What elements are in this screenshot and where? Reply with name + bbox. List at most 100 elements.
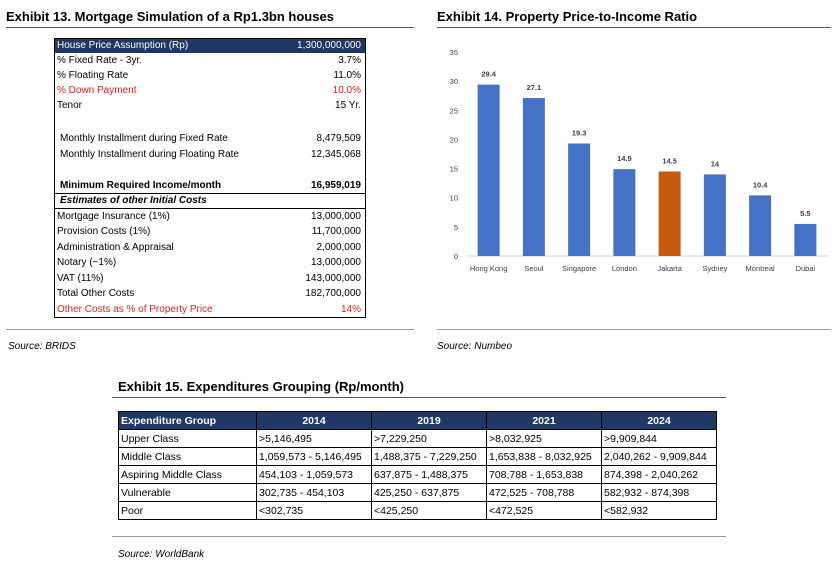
min-income-underline (55, 193, 365, 194)
row-value: 10.0% (332, 85, 361, 96)
data-label: 5.5 (800, 209, 810, 218)
row-label: Total Other Costs (57, 288, 135, 299)
cell: 2,040,262 - 9,909,844 (601, 447, 717, 466)
exhibit13-source: Source: BRIDS (8, 341, 76, 352)
cell: <472,525 (486, 501, 602, 520)
data-label: 14 (711, 159, 720, 168)
row-label: VAT (11%) (57, 273, 104, 284)
y-tick-label: 30 (450, 77, 458, 86)
exhibit15-bottom-rule (112, 536, 726, 537)
row-value: 1,300,000,000 (297, 40, 361, 51)
row-value: 16,959,019 (310, 180, 361, 191)
row-value: 14% (340, 304, 361, 315)
table-row: Middle Class 1,059,573 - 5,146,495 1,488… (118, 447, 717, 466)
bar-dubai (794, 223, 817, 256)
row-label: Estimates of other Initial Costs (60, 195, 207, 206)
exhibit14-top-rule (437, 27, 831, 28)
y-tick-label: 35 (450, 48, 458, 57)
exhibit14-bottom-rule (437, 329, 831, 330)
row-value: 11.0% (333, 70, 361, 81)
row-label: % Fixed Rate - 3yr. (57, 55, 143, 66)
data-label: 27.1 (527, 83, 542, 92)
row-value: 12,345,068 (310, 149, 361, 160)
cell: 1,488,375 - 7,229,250 (371, 447, 487, 466)
row-label: Mortgage Insurance (1%) (57, 211, 170, 222)
bar-london (613, 169, 636, 256)
bar-hong-kong (477, 84, 500, 256)
mortgage-row-vat: VAT (11%) 143,000,000 (55, 272, 365, 286)
y-tick-label: 10 (450, 194, 458, 203)
table-header-row: Expenditure Group 2014 2019 2021 2024 (118, 411, 717, 430)
mortgage-row-installment-fixed: Monthly Installment during Fixed Rate 8,… (55, 132, 365, 146)
row-value: 143,000,000 (305, 273, 361, 284)
expenditure-grouping-table: Expenditure Group 2014 2019 2021 2024 Up… (118, 411, 717, 520)
cell: Poor (118, 501, 257, 520)
mortgage-row-insurance: Mortgage Insurance (1%) 13,000,000 (55, 210, 365, 224)
exhibit15-top-rule (112, 397, 726, 398)
exhibit13-title: Exhibit 13. Mortgage Simulation of a Rp1… (6, 9, 334, 24)
exhibit14-title: Exhibit 14. Property Price-to-Income Rat… (437, 9, 698, 24)
bar-jakarta (658, 171, 681, 256)
row-value: 2,000,000 (316, 242, 362, 253)
header-2021: 2021 (486, 411, 602, 430)
cell: 425,250 - 637,875 (371, 483, 487, 502)
y-tick-label: 0 (454, 252, 458, 261)
y-tick-label: 20 (450, 135, 458, 144)
x-tick-label: Jakarta (657, 264, 682, 273)
cell: 302,735 - 454,103 (256, 483, 372, 502)
exhibit15-title: Exhibit 15. Expenditures Grouping (Rp/mo… (118, 379, 405, 394)
data-label: 19.3 (572, 129, 587, 138)
table-row: Aspiring Middle Class 454,103 - 1,059,57… (118, 465, 717, 484)
cell: <425,250 (371, 501, 487, 520)
data-label: 10.4 (753, 180, 768, 189)
row-value: 15 Yr. (335, 100, 361, 111)
row-value: 13,000,000 (310, 257, 361, 268)
bar-montreal (749, 195, 772, 256)
bar-singapore (568, 143, 591, 256)
mortgage-simulation-table: House Price Assumption (Rp) 1,300,000,00… (54, 38, 366, 318)
x-tick-label: Sydney (702, 264, 727, 273)
mortgage-row-min-income: Minimum Required Income/month 16,959,019 (55, 179, 365, 193)
cell: 637,875 - 1,488,375 (371, 465, 487, 484)
mortgage-row-tenor: Tenor 15 Yr. (55, 99, 365, 113)
mortgage-row-installment-floating: Monthly Installment during Floating Rate… (55, 148, 365, 162)
mortgage-row-floating-rate: % Floating Rate 11.0% (55, 69, 365, 83)
cell: >8,032,925 (486, 429, 602, 448)
y-tick-label: 5 (454, 223, 458, 232)
cell: Upper Class (118, 429, 257, 448)
cell: <302,735 (256, 501, 372, 520)
cell: >9,909,844 (601, 429, 717, 448)
initial-costs-underline (55, 208, 365, 209)
y-tick-label: 25 (450, 106, 458, 115)
mortgage-row-house-price: House Price Assumption (Rp) 1,300,000,00… (55, 39, 365, 53)
row-label: Monthly Installment during Floating Rate (60, 149, 239, 160)
exhibit13-bottom-rule (6, 329, 414, 330)
row-label: Tenor (57, 100, 83, 111)
cell: 472,525 - 708,788 (486, 483, 602, 502)
mortgage-row-fixed-rate: % Fixed Rate - 3yr. 3.7% (55, 54, 365, 68)
row-value: 13,000,000 (310, 211, 361, 222)
cell: 1,653,838 - 8,032,925 (486, 447, 602, 466)
x-tick-label: Dubai (796, 264, 816, 273)
mortgage-row-provision: Provision Costs (1%) 11,700,000 (55, 225, 365, 239)
x-tick-label: London (612, 264, 637, 273)
x-tick-label: Singapore (562, 264, 596, 273)
x-tick-label: Hong Kong (470, 264, 508, 273)
header-2019: 2019 (371, 411, 487, 430)
mortgage-row-notary: Notary (~1%) 13,000,000 (55, 256, 365, 270)
price-to-income-bar-chart: 0 5 10 15 20 25 30 35 29.4 Hong Kong 27.1 Seoul 19.3… (450, 48, 828, 273)
cell: Aspiring Middle Class (118, 465, 257, 484)
cell: 1,059,573 - 5,146,495 (256, 447, 372, 466)
y-tick-label: 15 (450, 165, 458, 174)
row-label: Minimum Required Income/month (60, 180, 222, 191)
row-label: % Down Payment (57, 85, 137, 96)
row-label: Provision Costs (1%) (57, 226, 151, 237)
cell: 582,932 - 874,398 (601, 483, 717, 502)
mortgage-row-total-other: Total Other Costs 182,700,000 (55, 287, 365, 301)
exhibit15-source: Source: WorldBank (118, 549, 205, 560)
cell: 874,398 - 2,040,262 (601, 465, 717, 484)
bar-seoul (522, 98, 545, 256)
cell: <582,932 (601, 501, 717, 520)
cell: 454,103 - 1,059,573 (256, 465, 372, 484)
row-label: Administration & Appraisal (57, 242, 174, 253)
